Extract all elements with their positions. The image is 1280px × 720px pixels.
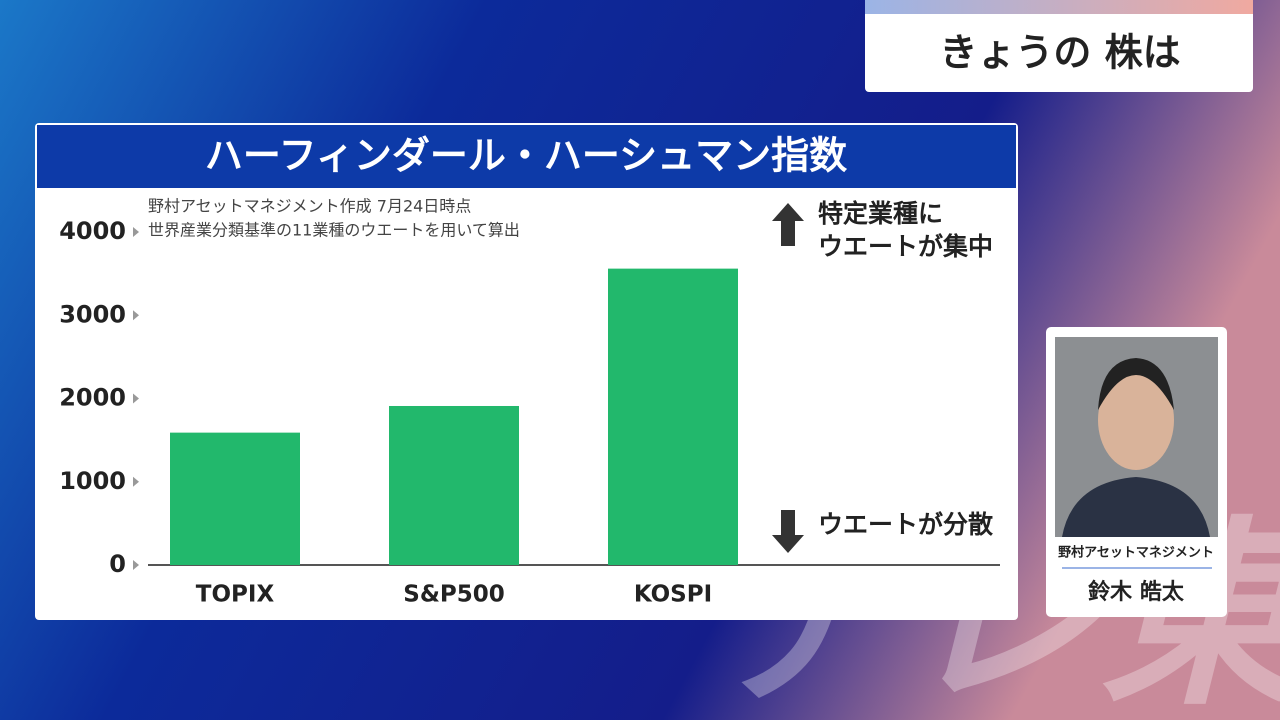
header-box [865,0,1253,92]
bar [389,405,519,565]
down-arrow [772,510,804,553]
note: 世界産業分類基準の11業種のウエートを用いて算出 [148,221,520,240]
x-tick-label: KOSPI [634,582,712,608]
bar [608,268,738,565]
x-tick-label: TOPIX [196,582,275,608]
y-tick-label: 3000 [59,300,126,328]
guest-hair [1098,358,1174,410]
plot: 0 1000 2000 3000 4000 TOPIX S&P500 KOSPI [59,217,738,608]
annotation: 特定業種に [818,199,943,228]
y-tick-label: 4000 [59,217,126,245]
y-tick-mark [133,393,139,404]
guest-face [1098,370,1174,470]
bar [170,432,300,565]
y-tick-mark [133,560,139,570]
y-tick-label: 1000 [59,467,126,495]
y-tick-mark [133,227,139,237]
note: 野村アセットマネジメント作成 7月24日時点 [148,197,471,216]
y-tick-label: 2000 [59,384,126,412]
chart-title-bar [37,125,1016,188]
y-tick-mark [133,310,139,321]
y-tick-mark [133,476,139,487]
annotation: ウエートが集中 [818,232,993,261]
y-tick-label: 0 [109,550,126,578]
header-strip [865,0,1253,14]
guest-affiliation: 野村アセットマネジメント [1058,545,1214,561]
guest-suit [1062,477,1210,537]
up-arrow [772,203,804,246]
annotation: ウエートが分散 [818,510,993,539]
chart-title: ハーフィンダール・ハーシュマン指数 [205,134,847,178]
guest-name: 鈴木 皓太 [1088,579,1185,605]
x-tick-label: S&P500 [403,582,505,608]
header-title: きょうの 株は [939,31,1180,75]
